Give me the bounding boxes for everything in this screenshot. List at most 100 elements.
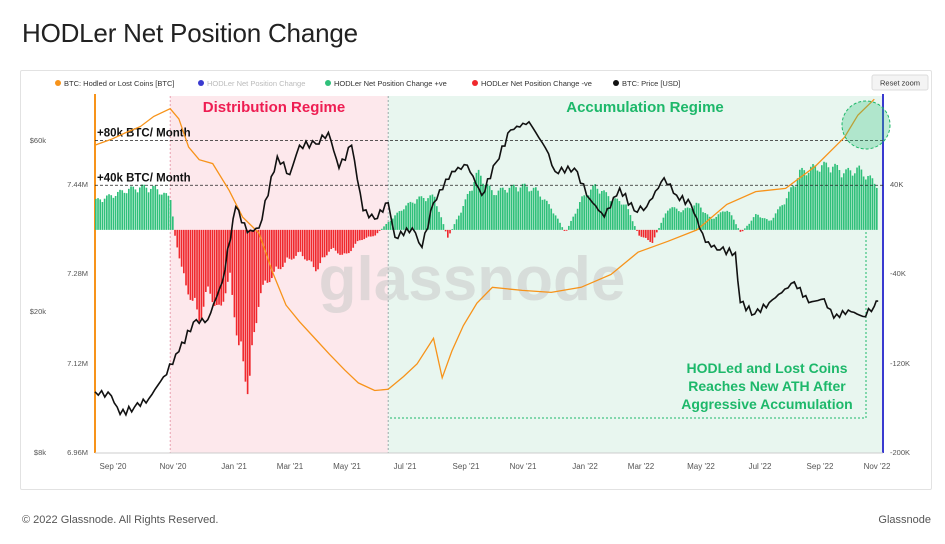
positive-change-bar — [823, 161, 825, 230]
negative-change-bar — [180, 229, 183, 267]
hodl-tick-label: 6.96M — [67, 448, 88, 457]
positive-change-bar — [486, 183, 489, 230]
reset-zoom-label: Reset zoom — [880, 79, 920, 88]
positive-change-bar — [530, 190, 533, 230]
negative-change-bar — [363, 229, 366, 240]
negative-change-bar — [187, 229, 190, 295]
negative-change-bar — [374, 229, 377, 236]
positive-change-bar — [816, 170, 819, 230]
positive-change-bar — [491, 190, 493, 230]
positive-change-bar — [499, 187, 502, 230]
positive-change-bar — [579, 202, 581, 230]
positive-change-bar — [169, 200, 172, 230]
negative-change-bar — [271, 229, 273, 279]
negative-change-bar — [370, 229, 372, 237]
positive-change-bar — [145, 187, 148, 230]
hodl-tick-label: 7.44M — [67, 180, 88, 189]
positive-change-bar — [616, 198, 619, 230]
ath-highlight — [841, 100, 891, 150]
negative-change-bar — [284, 229, 286, 263]
positive-change-bar — [471, 190, 473, 230]
positive-change-bar — [876, 187, 878, 230]
negative-change-bar — [343, 229, 346, 254]
positive-change-bar — [469, 191, 471, 230]
positive-change-bar — [581, 196, 583, 230]
negative-change-bar — [312, 229, 315, 268]
negative-change-bar — [216, 229, 218, 305]
negative-change-bar — [642, 229, 645, 238]
negative-change-bar — [337, 229, 339, 254]
reference-line-label: +80k BTC/ Month — [97, 128, 191, 140]
positive-change-bar — [394, 215, 396, 230]
positive-change-bar — [618, 201, 621, 230]
positive-change-bar — [680, 212, 682, 230]
x-tick-label: Jan '21 — [221, 462, 247, 471]
price-tick-label: $20k — [30, 307, 47, 316]
negative-change-bar — [334, 229, 337, 251]
positive-change-bar — [528, 191, 531, 230]
positive-change-bar — [603, 190, 605, 230]
negative-change-bar — [310, 229, 313, 262]
positive-change-bar — [431, 194, 434, 230]
positive-change-bar — [794, 186, 797, 230]
positive-change-bar — [766, 219, 768, 230]
positive-change-bar — [546, 200, 548, 230]
legend-label-pos[interactable]: HODLer Net Position Change +ve — [334, 79, 447, 88]
negative-change-bar — [741, 229, 744, 232]
positive-change-bar — [627, 209, 630, 230]
negative-change-bar — [348, 229, 350, 254]
positive-change-bar — [583, 195, 586, 230]
reset-zoom-button[interactable]: Reset zoom — [871, 74, 929, 91]
legend-label-neg[interactable]: HODLer Net Position Change -ve — [481, 79, 592, 88]
positive-change-bar — [851, 175, 854, 230]
negative-change-bar — [233, 229, 236, 318]
positive-change-bar — [425, 201, 427, 230]
positive-change-bar — [128, 188, 130, 230]
negative-change-bar — [196, 229, 198, 310]
positive-change-bar — [405, 205, 407, 230]
positive-change-bar — [550, 208, 553, 230]
positive-change-bar — [385, 223, 388, 230]
negative-change-bar — [326, 229, 328, 256]
positive-change-bar — [482, 183, 484, 230]
positive-change-bar — [592, 185, 594, 230]
positive-change-bar — [678, 211, 680, 230]
positive-change-bar — [117, 191, 119, 230]
negative-change-bar — [365, 229, 368, 238]
positive-change-bar — [420, 196, 423, 230]
negative-change-bar — [262, 229, 264, 285]
positive-change-bar — [572, 216, 575, 230]
watermark: glassnode — [319, 245, 626, 314]
positive-change-bar — [801, 167, 803, 230]
positive-change-bar — [634, 226, 636, 230]
plot-area: +80k BTC/ Month +40k BTC/ Month glassnode D… — [30, 94, 910, 471]
positive-change-bar — [821, 165, 823, 230]
legend-label-net[interactable]: HODLer Net Position Change — [207, 79, 305, 88]
legend-label-hodl[interactable]: BTC: Hodled or Lost Coins [BTC] — [64, 79, 174, 88]
positive-change-bar — [856, 167, 858, 230]
positive-change-bar — [757, 214, 759, 230]
positive-change-bar — [785, 198, 788, 230]
negative-change-bar — [218, 229, 220, 305]
negative-change-bar — [242, 229, 245, 362]
positive-change-bar — [774, 213, 777, 230]
positive-change-bar — [631, 221, 634, 230]
positive-change-bar — [796, 178, 799, 230]
negative-change-bar — [304, 229, 306, 260]
negative-change-bar — [279, 229, 282, 270]
positive-change-bar — [543, 199, 546, 230]
negative-change-bar — [209, 229, 212, 294]
negative-change-bar — [339, 229, 341, 255]
x-tick-label: Jul '22 — [749, 462, 772, 471]
positive-change-bar — [504, 189, 506, 230]
positive-change-bar — [812, 164, 814, 230]
negative-change-bar — [194, 229, 196, 298]
positive-change-bar — [103, 198, 106, 230]
negative-change-bar — [649, 229, 652, 242]
legend-marker-price — [613, 80, 619, 86]
positive-change-bar — [484, 185, 487, 230]
positive-change-bar — [136, 192, 139, 230]
footer-brand[interactable]: Glassnode — [878, 514, 931, 526]
positive-change-bar — [460, 212, 462, 230]
legend-label-price[interactable]: BTC: Price [USD] — [622, 79, 680, 88]
